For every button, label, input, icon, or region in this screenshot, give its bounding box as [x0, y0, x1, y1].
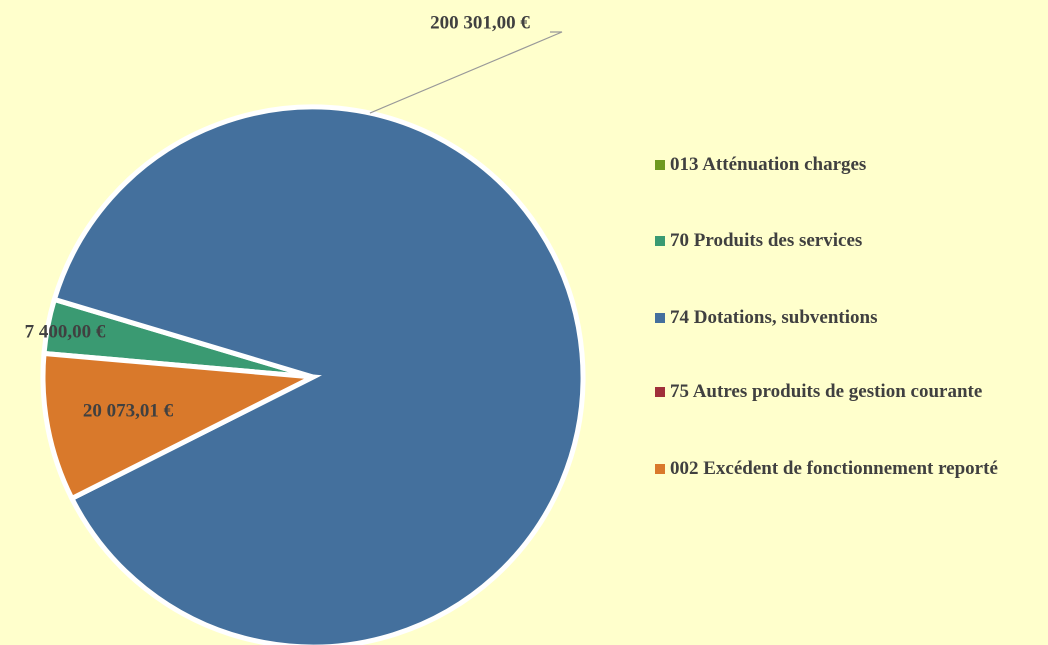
legend-item: 002 Excédent de fonctionnement reporté [655, 454, 1045, 484]
legend-label: 002 Excédent de fonctionnement reporté [670, 458, 998, 479]
legend-item: 013 Atténuation charges [655, 150, 1045, 180]
legend-label: 75 Autres produits de gestion courante [670, 381, 983, 402]
data-label: 200 301,00 € [430, 12, 530, 33]
legend-item: 74 Dotations, subventions [655, 303, 1045, 333]
pie-slice [40, 350, 322, 502]
legend-item: 70 Produits des services [655, 226, 1045, 256]
data-label: 20 073,01 € [83, 400, 174, 421]
data-label: 7 400,00 € [25, 321, 106, 342]
legend-swatch [655, 387, 665, 397]
legend-swatch [655, 236, 665, 246]
legend-label: 70 Produits des services [670, 230, 863, 251]
legend-label: 74 Dotations, subventions [670, 307, 878, 328]
legend-swatch [655, 464, 665, 474]
legend-label: 013 Atténuation charges [670, 154, 867, 175]
legend-swatch [655, 160, 665, 170]
legend-item: 75 Autres produits de gestion courante [655, 377, 1045, 407]
leader-line [369, 31, 563, 114]
legend-swatch [655, 313, 665, 323]
